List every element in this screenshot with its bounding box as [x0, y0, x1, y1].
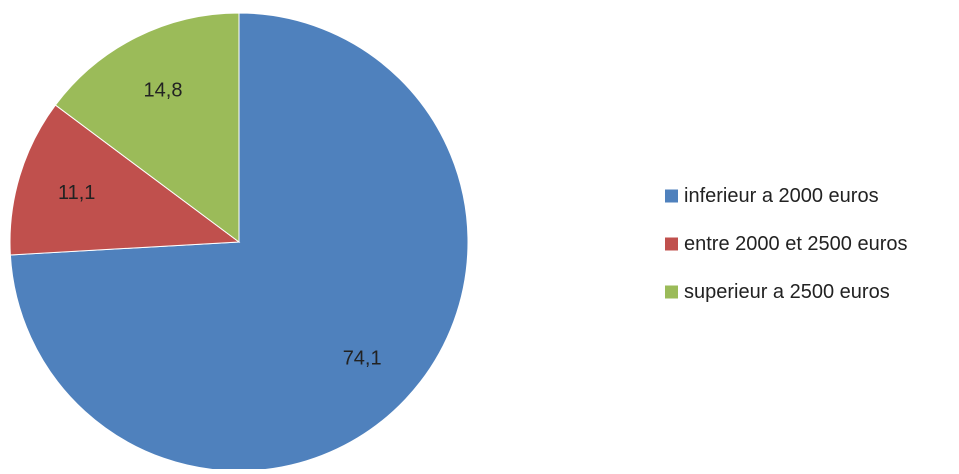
legend-swatch	[665, 189, 678, 203]
legend-label: entre 2000 et 2500 euros	[684, 233, 908, 255]
legend: inferieur a 2000 euros entre 2000 et 2500…	[665, 185, 908, 303]
legend-label: inferieur a 2000 euros	[684, 185, 879, 207]
legend-label: superieur a 2500 euros	[684, 281, 890, 303]
legend-item: inferieur a 2000 euros	[665, 185, 879, 207]
legend-item: entre 2000 et 2500 euros	[665, 233, 908, 255]
pie-slice	[9, 104, 241, 256]
pie-slice	[54, 12, 240, 243]
pie-slices	[9, 12, 469, 472]
legend-swatch	[665, 285, 678, 299]
pie-data-label: 74,1	[343, 347, 382, 369]
pie-data-labels: 74,1 11,1 14,8	[58, 80, 382, 370]
legend-swatch	[665, 237, 678, 251]
pie-data-label: 11,1	[58, 182, 95, 204]
pie-data-label: 14,8	[144, 80, 183, 102]
legend-item: superieur a 2500 euros	[665, 281, 890, 303]
